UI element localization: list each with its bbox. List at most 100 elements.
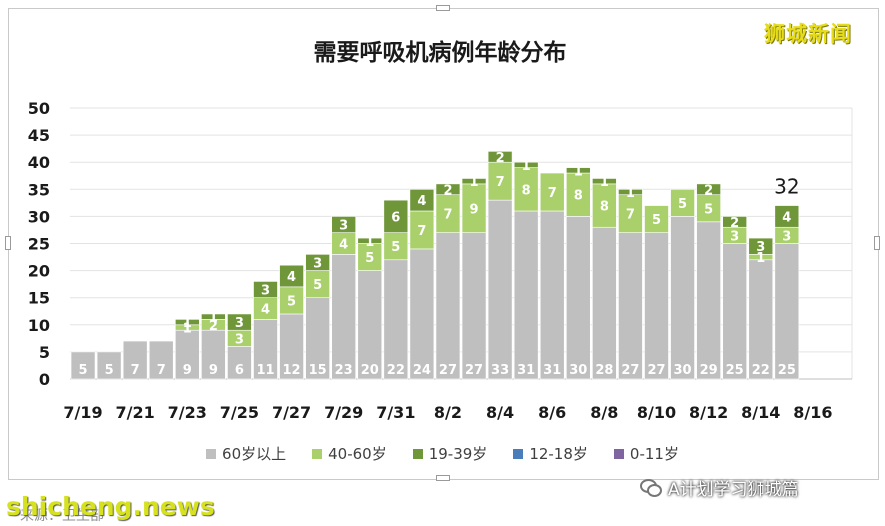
data-label: 28 bbox=[595, 363, 613, 378]
bar-segment bbox=[305, 254, 330, 271]
legend-swatch bbox=[513, 448, 524, 459]
x-tick-label: 7/21 bbox=[116, 403, 155, 422]
bar-segment bbox=[618, 232, 643, 380]
x-tick-label: 8/4 bbox=[486, 403, 514, 422]
resize-handle-left[interactable] bbox=[5, 236, 11, 250]
x-tick-label: 7/25 bbox=[220, 403, 259, 422]
data-label: 31 bbox=[517, 363, 535, 378]
data-label: 27 bbox=[647, 363, 665, 378]
data-label: 5 bbox=[313, 278, 322, 293]
bar-segment bbox=[722, 243, 747, 380]
data-label: 23 bbox=[335, 363, 353, 378]
y-tick-label: 5 bbox=[39, 343, 50, 362]
bar-segment bbox=[618, 189, 643, 196]
site-watermark: shicheng.news bbox=[6, 492, 215, 521]
bar-segment bbox=[175, 319, 200, 326]
y-tick-label: 45 bbox=[28, 126, 50, 145]
x-tick-label: 8/6 bbox=[538, 403, 566, 422]
data-label: 1 bbox=[209, 311, 218, 326]
bar-segment bbox=[253, 281, 278, 299]
data-label: 5 bbox=[105, 363, 114, 378]
data-label: 4 bbox=[261, 303, 270, 318]
data-label: 7 bbox=[496, 175, 505, 190]
wechat-icon bbox=[640, 478, 662, 497]
data-label: 3 bbox=[782, 229, 791, 244]
data-label: 22 bbox=[387, 363, 405, 378]
data-label: 5 bbox=[391, 240, 400, 255]
data-label: 8 bbox=[574, 189, 583, 204]
data-label: 6 bbox=[391, 210, 400, 225]
bar-segment bbox=[670, 189, 695, 217]
y-tick-label: 35 bbox=[28, 180, 50, 199]
bar-segment bbox=[435, 183, 461, 196]
y-tick-label: 0 bbox=[39, 370, 50, 389]
data-label: 9 bbox=[209, 363, 218, 378]
wechat-account: A计划学习狮城篇 bbox=[640, 475, 799, 500]
bar-segment bbox=[566, 167, 591, 174]
data-label: 20 bbox=[361, 363, 379, 378]
y-tick-label: 30 bbox=[28, 207, 50, 226]
data-label: 1 bbox=[522, 159, 531, 174]
resize-handle-bottom[interactable] bbox=[436, 475, 450, 481]
legend-item: 12-18岁 bbox=[513, 443, 588, 464]
data-label: 2 bbox=[443, 183, 452, 198]
data-label: 27 bbox=[621, 363, 639, 378]
data-label: 9 bbox=[470, 202, 479, 217]
data-label: 31 bbox=[543, 363, 561, 378]
gridlines bbox=[70, 107, 853, 380]
data-label: 12 bbox=[283, 363, 301, 378]
data-label: 7 bbox=[626, 208, 635, 223]
data-label: 3 bbox=[756, 240, 765, 255]
bar-segment bbox=[70, 351, 96, 380]
data-label: 1 bbox=[183, 322, 192, 337]
bar-segment bbox=[96, 351, 122, 380]
x-tick-label: 8/10 bbox=[637, 403, 676, 422]
bar-segment bbox=[670, 216, 695, 380]
bar-segment bbox=[383, 199, 409, 233]
data-label: 1 bbox=[626, 186, 635, 201]
data-label: 3 bbox=[261, 284, 270, 299]
x-tick-label: 8/16 bbox=[793, 403, 832, 422]
x-tick-label: 8/2 bbox=[434, 403, 462, 422]
data-label: 4 bbox=[417, 194, 426, 209]
data-label: 22 bbox=[752, 363, 770, 378]
data-label: 3 bbox=[235, 316, 244, 331]
chart-legend: 60岁以上 40-60岁 19-39岁 12-18岁 0-11岁 bbox=[0, 443, 885, 464]
data-label: 1 bbox=[574, 164, 583, 179]
y-tick-label: 50 bbox=[28, 99, 50, 118]
legend-label: 60岁以上 bbox=[222, 445, 287, 463]
data-label: 4 bbox=[287, 270, 296, 285]
chart-title: 需要呼吸机病例年龄分布 bbox=[314, 39, 567, 66]
bar-segment bbox=[122, 340, 148, 380]
data-label: 1 bbox=[183, 316, 192, 331]
bar-segment bbox=[487, 151, 513, 163]
bar-segment bbox=[357, 237, 383, 244]
data-label: 25 bbox=[726, 363, 744, 378]
y-tick-label: 25 bbox=[28, 235, 50, 254]
x-tick-label: 7/29 bbox=[324, 403, 363, 422]
bar-segment bbox=[461, 232, 487, 380]
bar-segment bbox=[201, 313, 226, 320]
resize-handle-top[interactable] bbox=[436, 5, 450, 11]
x-tick-label: 7/23 bbox=[168, 403, 207, 422]
data-label: 27 bbox=[439, 363, 457, 378]
resize-handle-right[interactable] bbox=[874, 236, 880, 250]
x-tick-label: 8/12 bbox=[689, 403, 728, 422]
data-label: 1 bbox=[365, 235, 374, 250]
data-label: 11 bbox=[256, 363, 274, 378]
x-tick-label: 7/19 bbox=[63, 403, 102, 422]
x-tick-label: 7/27 bbox=[272, 403, 311, 422]
y-tick-label: 20 bbox=[28, 262, 50, 281]
y-tick-label: 15 bbox=[28, 289, 50, 308]
x-tick-label: 7/31 bbox=[376, 403, 415, 422]
bar-segment bbox=[748, 237, 774, 255]
data-label: 1 bbox=[470, 175, 479, 190]
annotations: 32 bbox=[774, 175, 799, 199]
source-line: 来源：卫生部 bbox=[20, 508, 104, 524]
bar-segment bbox=[696, 221, 721, 380]
data-label: 27 bbox=[465, 363, 483, 378]
data-label: 4 bbox=[782, 210, 791, 225]
legend-label: 19-39岁 bbox=[428, 445, 488, 463]
bar-segment bbox=[435, 232, 461, 380]
